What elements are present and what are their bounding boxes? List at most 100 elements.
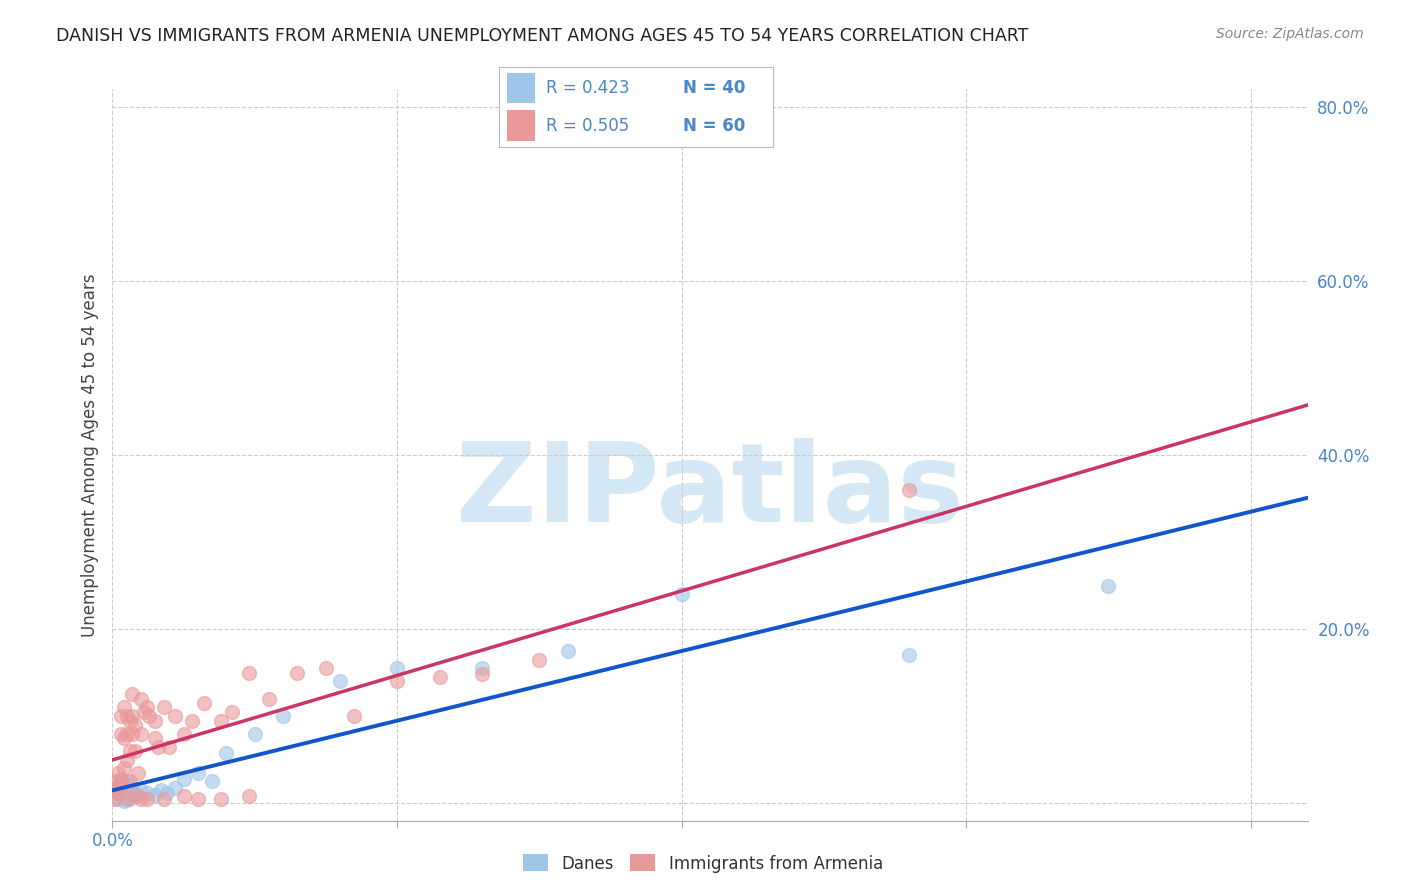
- Point: [121, 709, 143, 723]
- Point: [329, 674, 352, 689]
- Point: [898, 648, 921, 663]
- Point: [107, 792, 129, 806]
- Point: [287, 665, 309, 680]
- Point: [115, 774, 138, 789]
- Text: DANISH VS IMMIGRANTS FROM ARMENIA UNEMPLOYMENT AMONG AGES 45 TO 54 YEARS CORRELA: DANISH VS IMMIGRANTS FROM ARMENIA UNEMPL…: [56, 27, 1029, 45]
- Point: [129, 691, 152, 706]
- Point: [121, 783, 143, 797]
- Point: [165, 709, 187, 723]
- Point: [104, 792, 127, 806]
- Point: [385, 674, 408, 689]
- Point: [243, 726, 266, 740]
- Point: [104, 786, 127, 800]
- Point: [221, 705, 243, 719]
- Point: [135, 700, 157, 714]
- Point: [143, 714, 166, 728]
- Point: [124, 786, 146, 800]
- Point: [104, 783, 127, 797]
- Point: [112, 731, 135, 745]
- Point: [671, 587, 693, 601]
- Point: [124, 718, 146, 732]
- Point: [118, 774, 141, 789]
- Point: [112, 761, 135, 775]
- Point: [152, 700, 174, 714]
- Point: [149, 783, 172, 797]
- Point: [121, 687, 143, 701]
- Legend: Danes, Immigrants from Armenia: Danes, Immigrants from Armenia: [516, 847, 890, 880]
- Point: [112, 700, 135, 714]
- Point: [127, 765, 149, 780]
- Point: [107, 779, 129, 793]
- Point: [118, 714, 141, 728]
- Point: [165, 780, 187, 795]
- Point: [143, 788, 166, 802]
- Point: [155, 786, 177, 800]
- Point: [238, 789, 260, 804]
- Text: N = 60: N = 60: [683, 117, 745, 135]
- Point: [110, 709, 132, 723]
- Point: [118, 792, 141, 806]
- Point: [173, 789, 195, 804]
- Point: [118, 744, 141, 758]
- Point: [557, 644, 579, 658]
- Point: [110, 786, 132, 800]
- Text: ZIPatlas: ZIPatlas: [456, 438, 965, 545]
- Point: [115, 780, 138, 795]
- Point: [107, 783, 129, 797]
- Point: [121, 726, 143, 740]
- Point: [110, 780, 132, 795]
- Point: [215, 746, 238, 760]
- Point: [173, 772, 195, 786]
- Point: [271, 709, 294, 723]
- Point: [129, 726, 152, 740]
- Y-axis label: Unemployment Among Ages 45 to 54 years: Unemployment Among Ages 45 to 54 years: [80, 273, 98, 637]
- Point: [471, 667, 494, 681]
- Point: [429, 670, 451, 684]
- Point: [132, 705, 155, 719]
- Text: R = 0.505: R = 0.505: [546, 117, 628, 135]
- Point: [115, 753, 138, 767]
- Point: [201, 774, 224, 789]
- Point: [238, 665, 260, 680]
- Point: [315, 661, 337, 675]
- Point: [118, 786, 141, 800]
- Point: [181, 714, 204, 728]
- Point: [115, 792, 138, 806]
- Point: [112, 794, 135, 808]
- Point: [135, 792, 157, 806]
- Text: R = 0.423: R = 0.423: [546, 78, 630, 96]
- Point: [112, 788, 135, 802]
- Bar: [508, 111, 534, 141]
- Point: [110, 789, 132, 804]
- Point: [187, 765, 209, 780]
- Point: [107, 786, 129, 800]
- Point: [129, 783, 152, 797]
- Point: [193, 696, 215, 710]
- Point: [124, 788, 146, 802]
- Point: [146, 739, 169, 754]
- Point: [115, 726, 138, 740]
- Point: [129, 792, 152, 806]
- Text: N = 40: N = 40: [683, 78, 745, 96]
- Point: [209, 792, 232, 806]
- Point: [898, 483, 921, 497]
- Point: [124, 744, 146, 758]
- Point: [115, 709, 138, 723]
- Point: [138, 709, 160, 723]
- Point: [1097, 578, 1119, 592]
- Point: [110, 726, 132, 740]
- Point: [152, 792, 174, 806]
- Point: [173, 726, 195, 740]
- Point: [104, 774, 127, 789]
- Point: [209, 714, 232, 728]
- Point: [112, 777, 135, 791]
- Bar: [508, 72, 534, 103]
- Point: [107, 779, 129, 793]
- Point: [343, 709, 366, 723]
- Point: [107, 765, 129, 780]
- Point: [135, 786, 157, 800]
- Text: Source: ZipAtlas.com: Source: ZipAtlas.com: [1216, 27, 1364, 41]
- Point: [118, 779, 141, 793]
- Point: [143, 731, 166, 745]
- Point: [157, 739, 180, 754]
